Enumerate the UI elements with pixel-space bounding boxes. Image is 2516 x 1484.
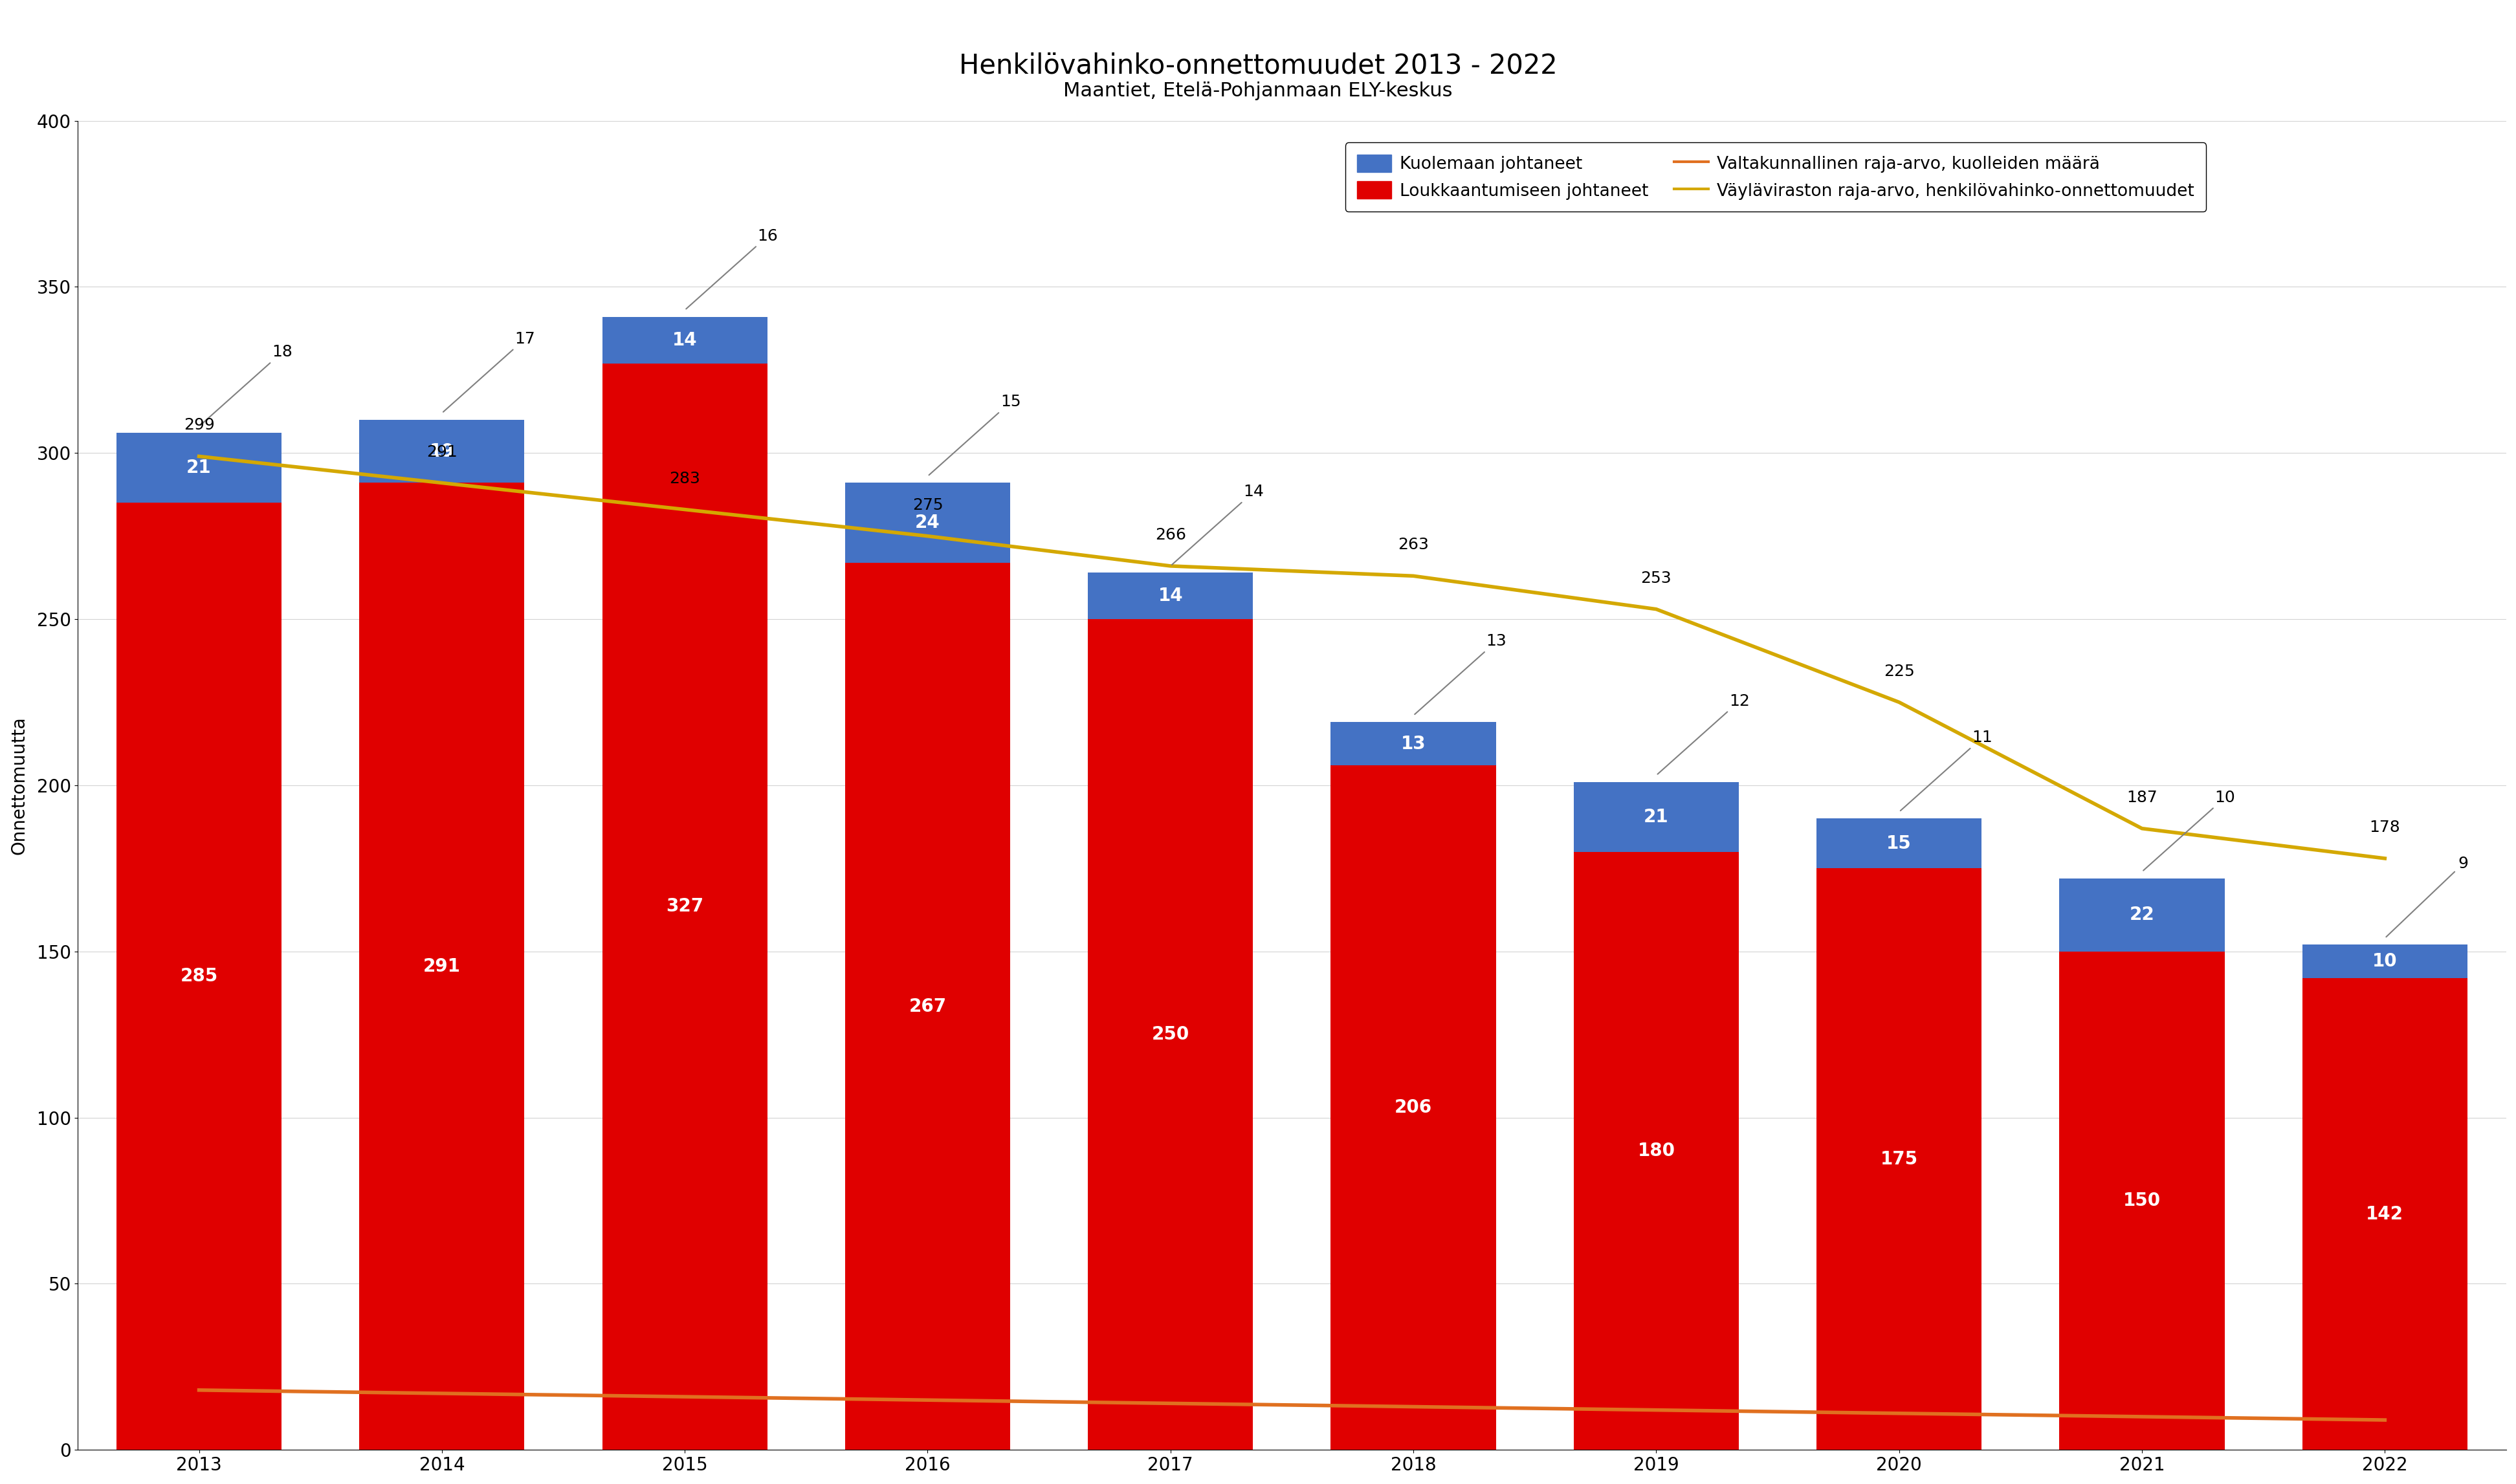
Bar bbox=[601, 364, 767, 1450]
Text: 10: 10 bbox=[2373, 953, 2398, 971]
Bar bbox=[1817, 868, 1983, 1450]
Text: Henkilövahinko-onnettomuudet 2013 - 2022: Henkilövahinko-onnettomuudet 2013 - 2022 bbox=[959, 52, 1557, 79]
Text: 13: 13 bbox=[1414, 634, 1507, 714]
Text: 24: 24 bbox=[916, 513, 941, 531]
Text: 291: 291 bbox=[425, 444, 458, 460]
Text: 21: 21 bbox=[1643, 807, 1668, 827]
Text: 285: 285 bbox=[181, 968, 219, 985]
Text: 180: 180 bbox=[1638, 1141, 1676, 1160]
Text: 13: 13 bbox=[1401, 735, 1427, 752]
Bar bbox=[1331, 723, 1497, 766]
Bar bbox=[2302, 978, 2468, 1450]
Text: 15: 15 bbox=[1887, 834, 1912, 852]
Text: 21: 21 bbox=[186, 459, 211, 476]
Text: 291: 291 bbox=[423, 957, 460, 975]
Bar bbox=[1087, 573, 1253, 619]
Text: 142: 142 bbox=[2365, 1205, 2403, 1223]
Text: 18: 18 bbox=[201, 344, 292, 426]
Bar bbox=[1087, 619, 1253, 1450]
Text: 14: 14 bbox=[1157, 586, 1183, 605]
Text: 19: 19 bbox=[430, 442, 455, 460]
Bar bbox=[845, 482, 1011, 562]
Text: 253: 253 bbox=[1640, 570, 1671, 586]
Text: 225: 225 bbox=[1884, 663, 1915, 680]
Bar bbox=[116, 503, 282, 1450]
Text: 22: 22 bbox=[2129, 905, 2154, 925]
Bar bbox=[1817, 819, 1983, 868]
Text: 16: 16 bbox=[687, 229, 777, 309]
Bar bbox=[1572, 782, 1739, 852]
Text: 9: 9 bbox=[2385, 856, 2468, 936]
Text: 187: 187 bbox=[2126, 789, 2156, 806]
Text: Maantiet, Etelä-Pohjanmaan ELY-keskus: Maantiet, Etelä-Pohjanmaan ELY-keskus bbox=[1064, 82, 1452, 101]
Text: 12: 12 bbox=[1658, 693, 1749, 775]
Bar bbox=[1331, 766, 1497, 1450]
Text: 299: 299 bbox=[184, 417, 214, 433]
Legend: Kuolemaan johtaneet, Loukkaantumiseen johtaneet, Valtakunnallinen raja-arvo, kuo: Kuolemaan johtaneet, Loukkaantumiseen jo… bbox=[1346, 142, 2207, 212]
Text: 14: 14 bbox=[672, 331, 697, 349]
Bar bbox=[2061, 879, 2224, 951]
Text: 11: 11 bbox=[1900, 730, 1993, 810]
Text: 206: 206 bbox=[1394, 1098, 1432, 1116]
Bar bbox=[845, 562, 1011, 1450]
Bar bbox=[601, 316, 767, 364]
Text: 327: 327 bbox=[667, 898, 704, 916]
Text: 150: 150 bbox=[2124, 1192, 2161, 1209]
Text: 17: 17 bbox=[443, 331, 536, 413]
Bar bbox=[2302, 945, 2468, 978]
Bar bbox=[1572, 852, 1739, 1450]
Y-axis label: Onnettomuutta: Onnettomuutta bbox=[10, 717, 28, 855]
Bar bbox=[360, 482, 523, 1450]
Text: 14: 14 bbox=[1172, 484, 1263, 565]
Text: 175: 175 bbox=[1879, 1150, 1917, 1168]
Text: 10: 10 bbox=[2144, 789, 2234, 871]
Text: 263: 263 bbox=[1399, 537, 1429, 552]
Text: 15: 15 bbox=[928, 395, 1021, 475]
Text: 283: 283 bbox=[669, 470, 699, 487]
Text: 250: 250 bbox=[1152, 1025, 1190, 1043]
Text: 266: 266 bbox=[1155, 527, 1185, 543]
Bar bbox=[360, 420, 523, 482]
Bar bbox=[116, 433, 282, 503]
Text: 178: 178 bbox=[2370, 819, 2400, 835]
Bar bbox=[2061, 951, 2224, 1450]
Text: 275: 275 bbox=[913, 497, 944, 513]
Text: 267: 267 bbox=[908, 997, 946, 1015]
